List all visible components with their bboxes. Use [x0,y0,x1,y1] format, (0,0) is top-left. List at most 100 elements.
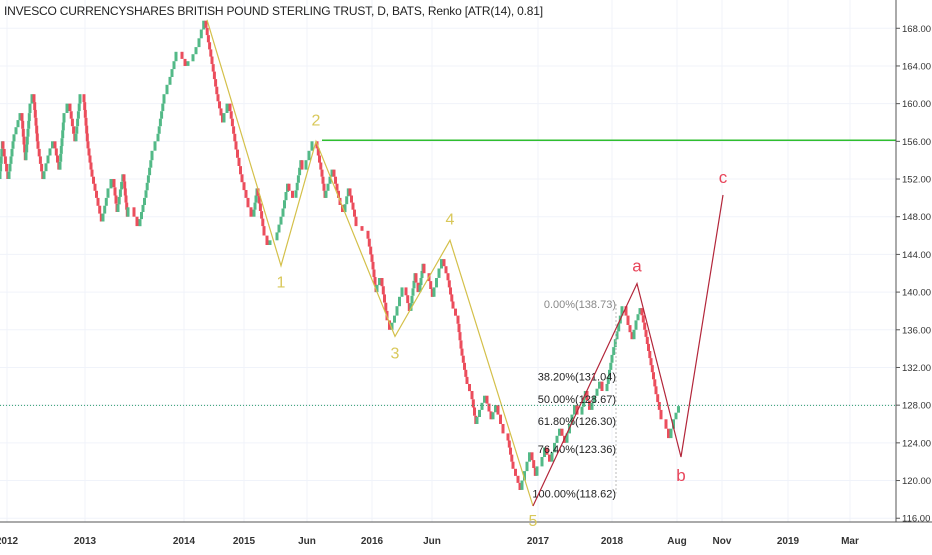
renko-brick-up [672,419,675,429]
renko-brick-down [99,213,103,222]
renko-brick-down [447,280,451,288]
renko-brick-up [528,452,531,462]
renko-brick-down [113,187,117,196]
y-tick-label: 140.00 [902,288,931,299]
renko-brick-up [411,288,415,296]
renko-brick-down [210,56,214,64]
renko-brick-down [404,287,408,296]
renko-brick-down [35,125,39,134]
wave-label: 4 [446,211,455,228]
renko-brick-down [429,281,433,289]
renko-brick-up [400,287,404,297]
renko-brick-up [149,160,153,168]
renko-brick-down [468,384,471,392]
renko-brick-down [560,428,564,436]
x-tick-label: Mar [841,536,859,547]
renko-brick-up [76,111,80,119]
renko-brick-up [106,188,110,198]
renko-brick-down [354,216,358,227]
renko-brick-down [212,71,216,80]
renko-brick-down [70,118,74,127]
renko-brick-up [296,175,300,183]
wave-labels: 1 2 3 4 5 a b c [277,112,728,530]
renko-brick-down [208,42,212,50]
renko-brick-down [496,405,500,415]
renko-brick-down [533,468,537,476]
renko-brick-up [677,406,680,413]
renko-brick-up [10,148,14,157]
renko-brick-down [98,205,102,214]
renko-brick-up [398,296,401,307]
renko-brick-up [553,442,556,453]
renko-brick-down [451,301,455,309]
renko-brick-up [328,176,332,184]
renko-brick-up [418,285,422,293]
renko-brick-down [659,409,663,420]
renko-brick-up [565,433,569,443]
renko-brick-down [265,235,269,245]
x-tick-label: 2016 [361,536,384,547]
renko-brick-down [444,266,448,274]
renko-brick-down [88,155,92,163]
renko-brick-down [96,197,100,206]
renko-brick-down [373,277,377,285]
renko-brick-down [230,118,234,127]
renko-brick-up [109,179,113,189]
renko-brick-down [407,303,411,311]
renko-brick-down [23,144,27,153]
renko-brick-up [138,219,142,227]
y-tick-label: 148.00 [902,212,931,223]
renko-brick-up [435,278,438,288]
renko-brick-up [558,428,561,436]
vertical-gridlines [6,0,851,522]
renko-brick-down [370,254,374,262]
renko-brick-up [540,457,544,467]
renko-brick-up [11,141,15,149]
renko-brick-down [450,294,454,302]
renko-brick-up [143,197,146,205]
abc-label: c [719,168,728,187]
renko-brick-down [112,179,116,188]
renko-brick-up [197,38,201,48]
renko-brick-down [465,376,469,384]
renko-brick-up [432,287,436,297]
renko-brick-down [371,261,375,270]
renko-brick-down [430,289,434,297]
renko-brick-down [261,218,265,227]
renko-brick-down [518,482,522,490]
renko-brick-up [252,209,256,217]
renko-brick-up [669,428,673,439]
y-tick-label: 132.00 [902,363,931,374]
y-tick-label: 152.00 [902,175,931,186]
renko-brick-down [244,190,248,198]
renko-brick-up [60,138,64,147]
renko-brick-down [384,302,388,311]
renko-brick-up [475,416,479,424]
renko-brick-up [330,169,334,177]
renko-brick-up [283,200,286,209]
renko-brick-down [40,163,44,172]
renko-brick-down [318,155,321,163]
y-axis-ticks: 116.00 120.00 124.00 128.00 132.00 136.00 140.… [896,24,931,525]
renko-brick-down [461,355,465,363]
last-price-line: 127.98127.87 [0,398,931,428]
renko-brick-up [412,280,416,289]
renko-brick-down [322,183,326,191]
x-tick-label: 2012 [0,536,19,547]
renko-brick-down [372,269,376,277]
renko-brick-up [279,216,283,225]
x-tick-label: 2015 [233,536,256,547]
renko-brick-up [199,29,203,39]
renko-brick-down [56,155,59,163]
renko-brick-up [225,103,229,113]
renko-brick-up [74,133,78,142]
y-tick-label: 164.00 [902,61,931,72]
renko-brick-down [648,351,652,359]
renko-brick-down [641,315,645,323]
renko-brick-down [380,278,384,287]
y-tick-label: 136.00 [902,325,931,336]
renko-brick-down [260,211,264,219]
renko-brick-down [667,428,670,439]
